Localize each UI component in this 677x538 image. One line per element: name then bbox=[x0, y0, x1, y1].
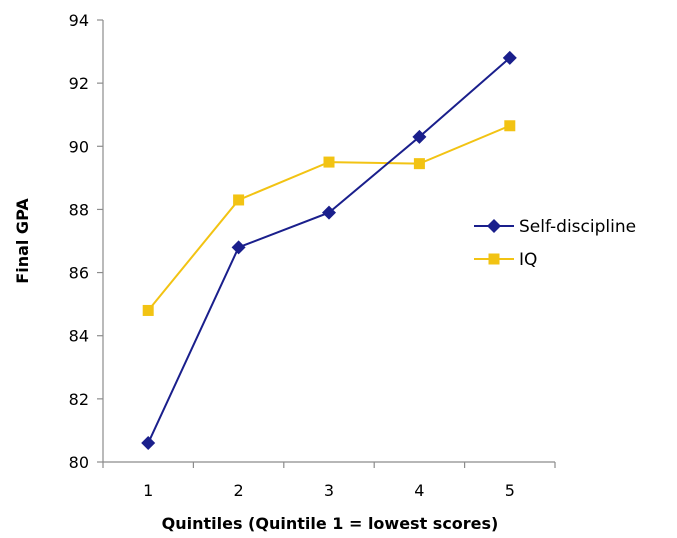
legend-marker-self-discipline bbox=[487, 219, 501, 233]
y-tick-label: 80 bbox=[69, 453, 89, 472]
y-tick-label: 94 bbox=[69, 11, 89, 30]
data-point-iq bbox=[142, 304, 154, 316]
y-tick-label: 86 bbox=[69, 264, 89, 283]
y-axis-title: Final GPA bbox=[13, 198, 32, 284]
y-tick-label: 82 bbox=[69, 390, 89, 409]
legend-item-self-discipline: Self-discipline bbox=[474, 217, 636, 237]
legend-marker-iq bbox=[488, 253, 500, 265]
data-point-self-discipline bbox=[412, 129, 427, 144]
data-point-iq bbox=[504, 120, 516, 132]
legend-label-self-discipline: Self-discipline bbox=[519, 217, 636, 237]
x-tick-label: 4 bbox=[414, 481, 424, 500]
series-line-self-discipline bbox=[147, 57, 511, 444]
data-point-self-discipline bbox=[322, 205, 336, 220]
y-tick-label: 90 bbox=[69, 137, 89, 156]
data-point-iq bbox=[323, 156, 335, 168]
data-point-iq bbox=[413, 158, 425, 170]
x-axis-ticks: 1 2 3 4 5 bbox=[102, 462, 556, 500]
legend-label-iq: IQ bbox=[519, 250, 537, 270]
series-iq bbox=[142, 120, 516, 316]
data-point-iq bbox=[233, 194, 245, 206]
y-tick-label: 92 bbox=[69, 74, 89, 93]
x-axis: 1 2 3 4 5 bbox=[102, 461, 556, 500]
series-layer bbox=[141, 50, 517, 451]
legend: Self-discipline IQ bbox=[474, 217, 636, 270]
data-point-self-discipline bbox=[141, 436, 156, 451]
data-point-self-discipline bbox=[502, 50, 517, 65]
y-axis-ticks: 80 82 84 86 88 90 92 94 bbox=[69, 11, 103, 472]
y-axis: 80 82 84 86 88 90 92 94 bbox=[69, 11, 104, 472]
x-tick-label: 1 bbox=[143, 481, 153, 500]
x-tick-label: 2 bbox=[234, 481, 244, 500]
data-point-self-discipline bbox=[231, 240, 246, 255]
x-tick-label: 3 bbox=[324, 481, 334, 500]
legend-item-iq: IQ bbox=[474, 250, 537, 270]
series-self-discipline bbox=[141, 50, 517, 451]
y-tick-label: 84 bbox=[69, 327, 89, 346]
y-tick-label: 88 bbox=[69, 200, 89, 219]
x-axis-title: Quintiles (Quintile 1 = lowest scores) bbox=[162, 514, 499, 533]
x-tick-label: 5 bbox=[505, 481, 515, 500]
